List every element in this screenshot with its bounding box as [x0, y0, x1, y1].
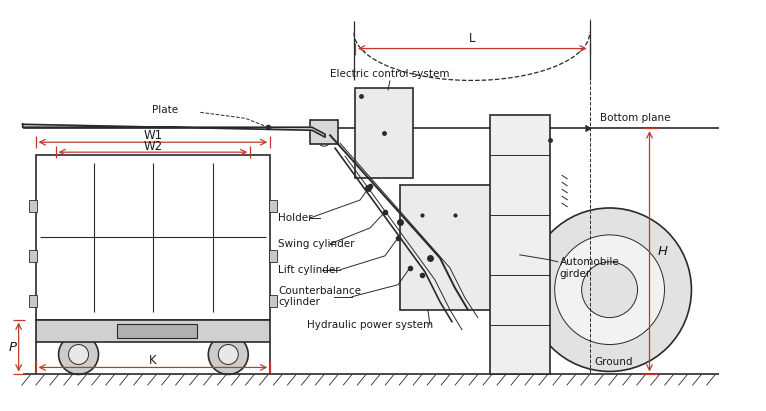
Circle shape — [581, 262, 637, 318]
Text: Holder: Holder — [278, 213, 313, 223]
Circle shape — [218, 344, 238, 365]
Bar — [117, 323, 198, 337]
Circle shape — [555, 235, 664, 344]
Text: H: H — [657, 245, 667, 258]
Text: Hydraulic power system: Hydraulic power system — [307, 320, 433, 330]
Polygon shape — [23, 124, 325, 137]
Text: Bottom plane: Bottom plane — [600, 113, 670, 123]
Text: Ground: Ground — [594, 358, 633, 367]
Bar — [269, 200, 277, 212]
Bar — [28, 250, 37, 262]
Text: K: K — [149, 354, 157, 367]
Text: Electric control system: Electric control system — [330, 69, 450, 79]
Bar — [28, 295, 37, 307]
Text: W2: W2 — [143, 140, 162, 153]
Text: Automobile
girder: Automobile girder — [560, 257, 620, 279]
Text: P: P — [8, 341, 17, 353]
Circle shape — [58, 335, 99, 374]
Bar — [36, 155, 270, 320]
Text: W1: W1 — [143, 129, 162, 142]
Bar — [310, 120, 338, 144]
Circle shape — [208, 335, 248, 374]
Bar — [355, 88, 413, 178]
Bar — [408, 193, 487, 263]
Bar — [489, 115, 550, 374]
Bar — [400, 185, 495, 309]
Circle shape — [69, 344, 89, 365]
Text: L: L — [469, 32, 476, 45]
Circle shape — [528, 208, 692, 372]
Bar — [269, 295, 277, 307]
Text: Plate: Plate — [152, 105, 178, 115]
Text: Swing cylinder: Swing cylinder — [278, 239, 355, 249]
Text: Counterbalance
cylinder: Counterbalance cylinder — [278, 286, 362, 307]
Bar — [36, 320, 270, 342]
Bar — [269, 250, 277, 262]
Text: Lift cylinder: Lift cylinder — [278, 265, 340, 275]
Bar — [28, 200, 37, 212]
